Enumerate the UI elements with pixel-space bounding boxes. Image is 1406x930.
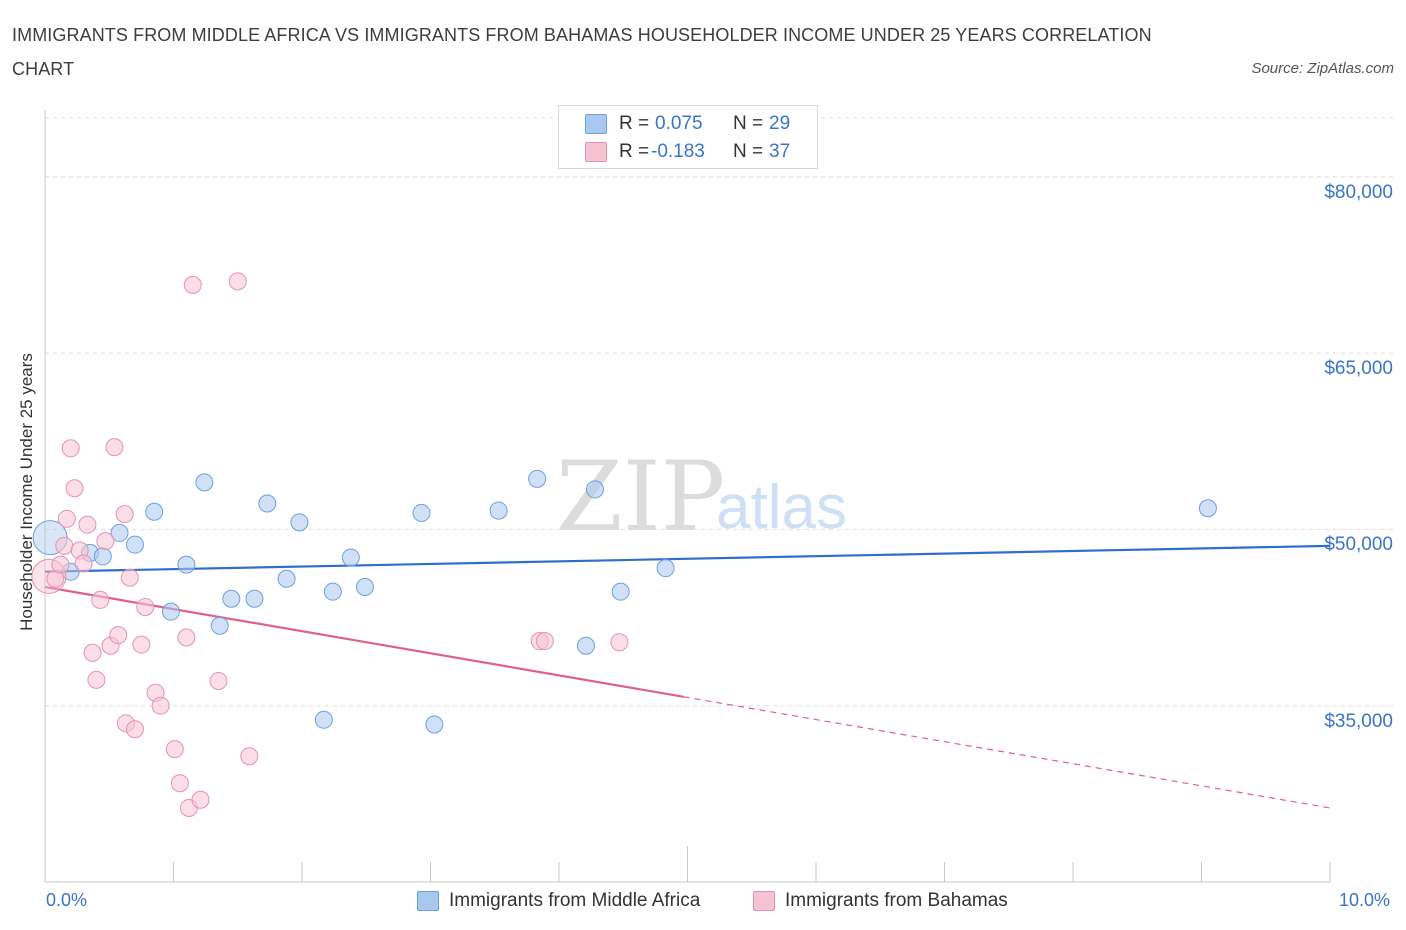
legend-n-label: N = xyxy=(733,113,764,134)
bahamas-point xyxy=(610,633,629,652)
middle-africa-point xyxy=(576,636,595,655)
bahamas-point xyxy=(115,505,134,524)
gridlines xyxy=(45,117,1395,707)
legend-swatch-blue xyxy=(585,114,607,134)
trend-lines xyxy=(44,544,1331,809)
series-name: Immigrants from Middle Africa xyxy=(449,890,701,911)
middle-africa-point xyxy=(489,501,508,520)
chart-title: IMMIGRANTS FROM MIDDLE AFRICA VS IMMIGRA… xyxy=(12,25,1152,79)
middle-africa-point xyxy=(177,555,196,574)
middle-africa-point xyxy=(222,589,241,608)
middle-africa-point xyxy=(258,494,277,513)
legend-n-value: 29 xyxy=(769,113,791,134)
middle-africa-point xyxy=(341,548,360,567)
bahamas-point xyxy=(125,720,144,739)
x-tick-label-min: 0.0% xyxy=(46,890,88,910)
legend-r-value: 0.075 xyxy=(655,113,703,134)
middle-africa-point xyxy=(245,589,264,608)
watermark-zip: ZIP xyxy=(556,441,725,553)
middle-africa-point xyxy=(611,582,630,601)
bahamas-point xyxy=(74,554,93,573)
middle-africa-point xyxy=(290,513,309,532)
bahamas-point xyxy=(78,515,97,534)
bahamas-trend-line-extension xyxy=(683,696,1331,809)
y-tick-label: $65,000 xyxy=(1324,358,1393,380)
middle-africa-point xyxy=(314,710,333,729)
middle-africa-point xyxy=(195,473,214,492)
legend-r-value: -0.183 xyxy=(651,141,705,162)
legend-n-label: N = xyxy=(733,141,764,162)
middle-africa-point xyxy=(110,523,129,542)
source-label: Source: ZipAtlas.com xyxy=(1251,60,1394,77)
middle-africa-point xyxy=(210,616,229,635)
legend-swatch-pink xyxy=(585,142,607,162)
middle-africa-trend-line xyxy=(44,544,1331,573)
middle-africa-point xyxy=(355,577,374,596)
x-tick-label-max: 10.0% xyxy=(1339,890,1391,910)
legend-r-label: R = xyxy=(619,141,650,162)
bahamas-point xyxy=(87,670,106,689)
bahamas-point xyxy=(105,438,124,457)
middle-africa-point xyxy=(412,503,431,522)
watermark-atlas: atlas xyxy=(716,473,847,542)
bahamas-point xyxy=(228,272,247,291)
bahamas-point xyxy=(151,696,170,715)
bahamas-point xyxy=(209,672,228,691)
middle-africa-point xyxy=(161,602,180,621)
series-swatch-pink xyxy=(753,891,775,911)
bahamas-point xyxy=(177,628,196,647)
bahamas-point xyxy=(83,643,102,662)
middle-africa-point xyxy=(323,582,342,601)
middle-africa-point xyxy=(125,535,144,554)
legend-n-value: 37 xyxy=(769,141,791,162)
series-name: Immigrants from Bahamas xyxy=(785,890,1008,911)
series-swatch-blue xyxy=(417,891,439,911)
middle-africa-point xyxy=(425,715,444,734)
bahamas-point xyxy=(183,275,202,294)
data-points xyxy=(31,272,1217,817)
bahamas-point xyxy=(132,635,151,654)
bahamas-point xyxy=(91,590,110,609)
bahamas-point xyxy=(55,536,74,555)
middle-africa-point xyxy=(1198,499,1217,518)
y-tick-label: $35,000 xyxy=(1324,710,1393,732)
watermark: ZIP atlas xyxy=(556,441,847,553)
bahamas-point xyxy=(57,509,76,528)
bahamas-point xyxy=(65,479,84,498)
middle-africa-point xyxy=(656,559,675,578)
bahamas-point xyxy=(535,632,554,651)
bahamas-point xyxy=(136,597,155,616)
legend-r-label: R = xyxy=(619,113,650,134)
stats-legend: R = 0.075 N = 29 R = -0.183 N = 37 xyxy=(558,105,818,169)
middle-africa-point xyxy=(277,569,296,588)
middle-africa-point xyxy=(145,502,164,521)
axes xyxy=(44,110,1331,883)
middle-africa-point xyxy=(585,480,604,499)
bahamas-point xyxy=(109,626,128,645)
y-axis-title: Householder Income Under 25 years xyxy=(17,353,36,631)
y-tick-label: $50,000 xyxy=(1324,534,1393,556)
bahamas-point xyxy=(51,555,70,574)
bahamas-point xyxy=(96,532,115,551)
bahamas-point xyxy=(165,740,184,759)
middle-africa-point xyxy=(528,469,547,488)
middle-africa-point xyxy=(93,547,112,566)
y-tick-label: $80,000 xyxy=(1324,181,1393,203)
bahamas-point xyxy=(61,439,80,458)
bahamas-point xyxy=(240,747,259,766)
bahamas-point xyxy=(191,790,210,809)
bahamas-point xyxy=(120,568,139,587)
bahamas-point xyxy=(170,774,189,793)
